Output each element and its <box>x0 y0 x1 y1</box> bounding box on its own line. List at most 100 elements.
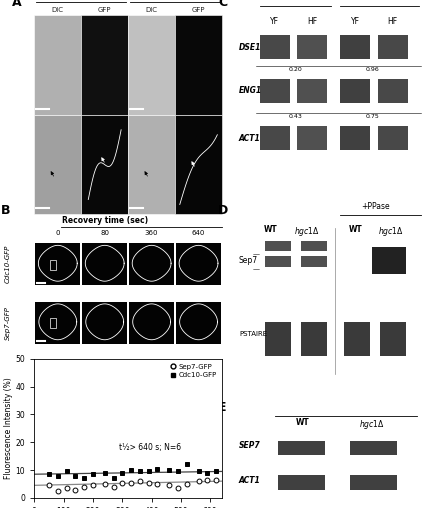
Bar <box>265 322 291 356</box>
Bar <box>129 243 174 285</box>
Bar <box>129 302 174 344</box>
Text: 0.75: 0.75 <box>365 114 379 119</box>
Text: 0.96: 0.96 <box>365 67 379 72</box>
Bar <box>265 240 291 251</box>
Text: WT: WT <box>287 0 303 2</box>
Bar <box>340 126 370 150</box>
Bar <box>344 322 370 356</box>
Bar <box>260 126 290 150</box>
Text: $hgc1\Delta$: $hgc1\Delta$ <box>293 225 320 238</box>
Text: C: C <box>218 0 227 9</box>
Cdc10-GFP <box>155 466 160 472</box>
Sep7-GFP <box>102 481 107 487</box>
Text: Recovery time (sec): Recovery time (sec) <box>63 216 148 225</box>
Sep7-GFP <box>120 480 125 486</box>
Bar <box>81 115 128 214</box>
Cdc10-GFP <box>214 468 219 474</box>
Text: $hgc1\Delta$: $hgc1\Delta$ <box>359 418 385 431</box>
Text: ENG1: ENG1 <box>239 86 262 96</box>
Line: Sep7-GFP: Sep7-GFP <box>47 478 218 493</box>
Text: YF: YF <box>270 17 279 26</box>
Bar <box>297 79 327 103</box>
Bar <box>297 36 327 59</box>
Sep7-GFP <box>205 477 210 483</box>
Bar <box>128 15 175 115</box>
Sep7-GFP <box>129 480 134 486</box>
Text: Sep7: Sep7 <box>239 256 258 265</box>
Text: 80: 80 <box>100 230 109 236</box>
Bar <box>350 475 396 490</box>
Bar <box>50 260 56 270</box>
Sep7-GFP <box>155 481 160 487</box>
Text: $hgc1\Delta$: $hgc1\Delta$ <box>378 225 404 238</box>
Sep7-GFP <box>91 482 96 488</box>
Cdc10-GFP <box>137 468 142 474</box>
Bar <box>301 240 327 251</box>
Bar <box>260 79 290 103</box>
Bar <box>350 441 396 455</box>
Text: ACT1: ACT1 <box>239 475 261 485</box>
Sep7-GFP <box>73 487 78 493</box>
Bar <box>82 243 127 285</box>
Text: WT: WT <box>296 418 310 427</box>
Bar <box>81 15 128 115</box>
Cdc10-GFP <box>166 467 172 473</box>
Line: Cdc10-GFP: Cdc10-GFP <box>47 462 218 481</box>
Cdc10-GFP <box>46 471 51 477</box>
Bar <box>265 256 291 267</box>
Cdc10-GFP <box>102 470 107 476</box>
Sep7-GFP <box>111 484 116 490</box>
Sep7-GFP <box>82 484 87 490</box>
Bar <box>297 126 327 150</box>
Text: YF: YF <box>351 17 360 26</box>
Text: 640: 640 <box>192 230 205 236</box>
Sep7-GFP <box>184 481 189 487</box>
Text: SEP7: SEP7 <box>239 441 260 450</box>
Cdc10-GFP <box>175 468 181 474</box>
Cdc10-GFP <box>82 475 87 482</box>
Bar <box>378 36 408 59</box>
Bar <box>175 15 222 115</box>
Bar <box>260 36 290 59</box>
Text: PSTAIRE: PSTAIRE <box>239 331 267 337</box>
Bar <box>340 36 370 59</box>
Text: 0.43: 0.43 <box>288 114 302 119</box>
Text: WT: WT <box>264 225 278 234</box>
Bar <box>35 243 80 285</box>
Bar <box>175 115 222 214</box>
Legend: Sep7-GFP, Cdc10-GFP: Sep7-GFP, Cdc10-GFP <box>169 362 218 379</box>
Text: A: A <box>12 0 21 9</box>
Sep7-GFP <box>64 485 69 491</box>
Text: 360: 360 <box>145 230 158 236</box>
Text: Sep7-GFP: Sep7-GFP <box>5 306 11 340</box>
Text: —: — <box>252 251 259 258</box>
Cdc10-GFP <box>73 472 78 479</box>
Text: DIC: DIC <box>145 7 157 13</box>
Text: GFP: GFP <box>192 7 205 13</box>
Cdc10-GFP <box>55 472 60 479</box>
Cdc10-GFP <box>146 468 151 474</box>
Cdc10-GFP <box>111 475 116 482</box>
Bar <box>301 322 327 356</box>
Cdc10-GFP <box>120 470 125 476</box>
Text: DIC: DIC <box>52 7 64 13</box>
Text: ACT1: ACT1 <box>239 134 261 143</box>
Bar <box>278 475 325 490</box>
Cdc10-GFP <box>196 468 201 474</box>
Bar <box>35 302 80 344</box>
Sep7-GFP <box>55 488 60 494</box>
Text: HF: HF <box>388 17 398 26</box>
Sep7-GFP <box>46 482 51 488</box>
Bar <box>378 79 408 103</box>
Text: 0.20: 0.20 <box>288 67 302 72</box>
Cdc10-GFP <box>129 467 134 473</box>
Bar <box>176 302 221 344</box>
Text: WT: WT <box>348 225 362 234</box>
Text: HF: HF <box>307 17 317 26</box>
Text: DSE1: DSE1 <box>239 43 261 52</box>
Text: E: E <box>218 401 227 414</box>
Text: $hgc1\Delta$: $hgc1\Delta$ <box>360 0 388 2</box>
Sep7-GFP <box>214 477 219 483</box>
Bar <box>50 318 56 328</box>
Text: GFP: GFP <box>98 7 112 13</box>
